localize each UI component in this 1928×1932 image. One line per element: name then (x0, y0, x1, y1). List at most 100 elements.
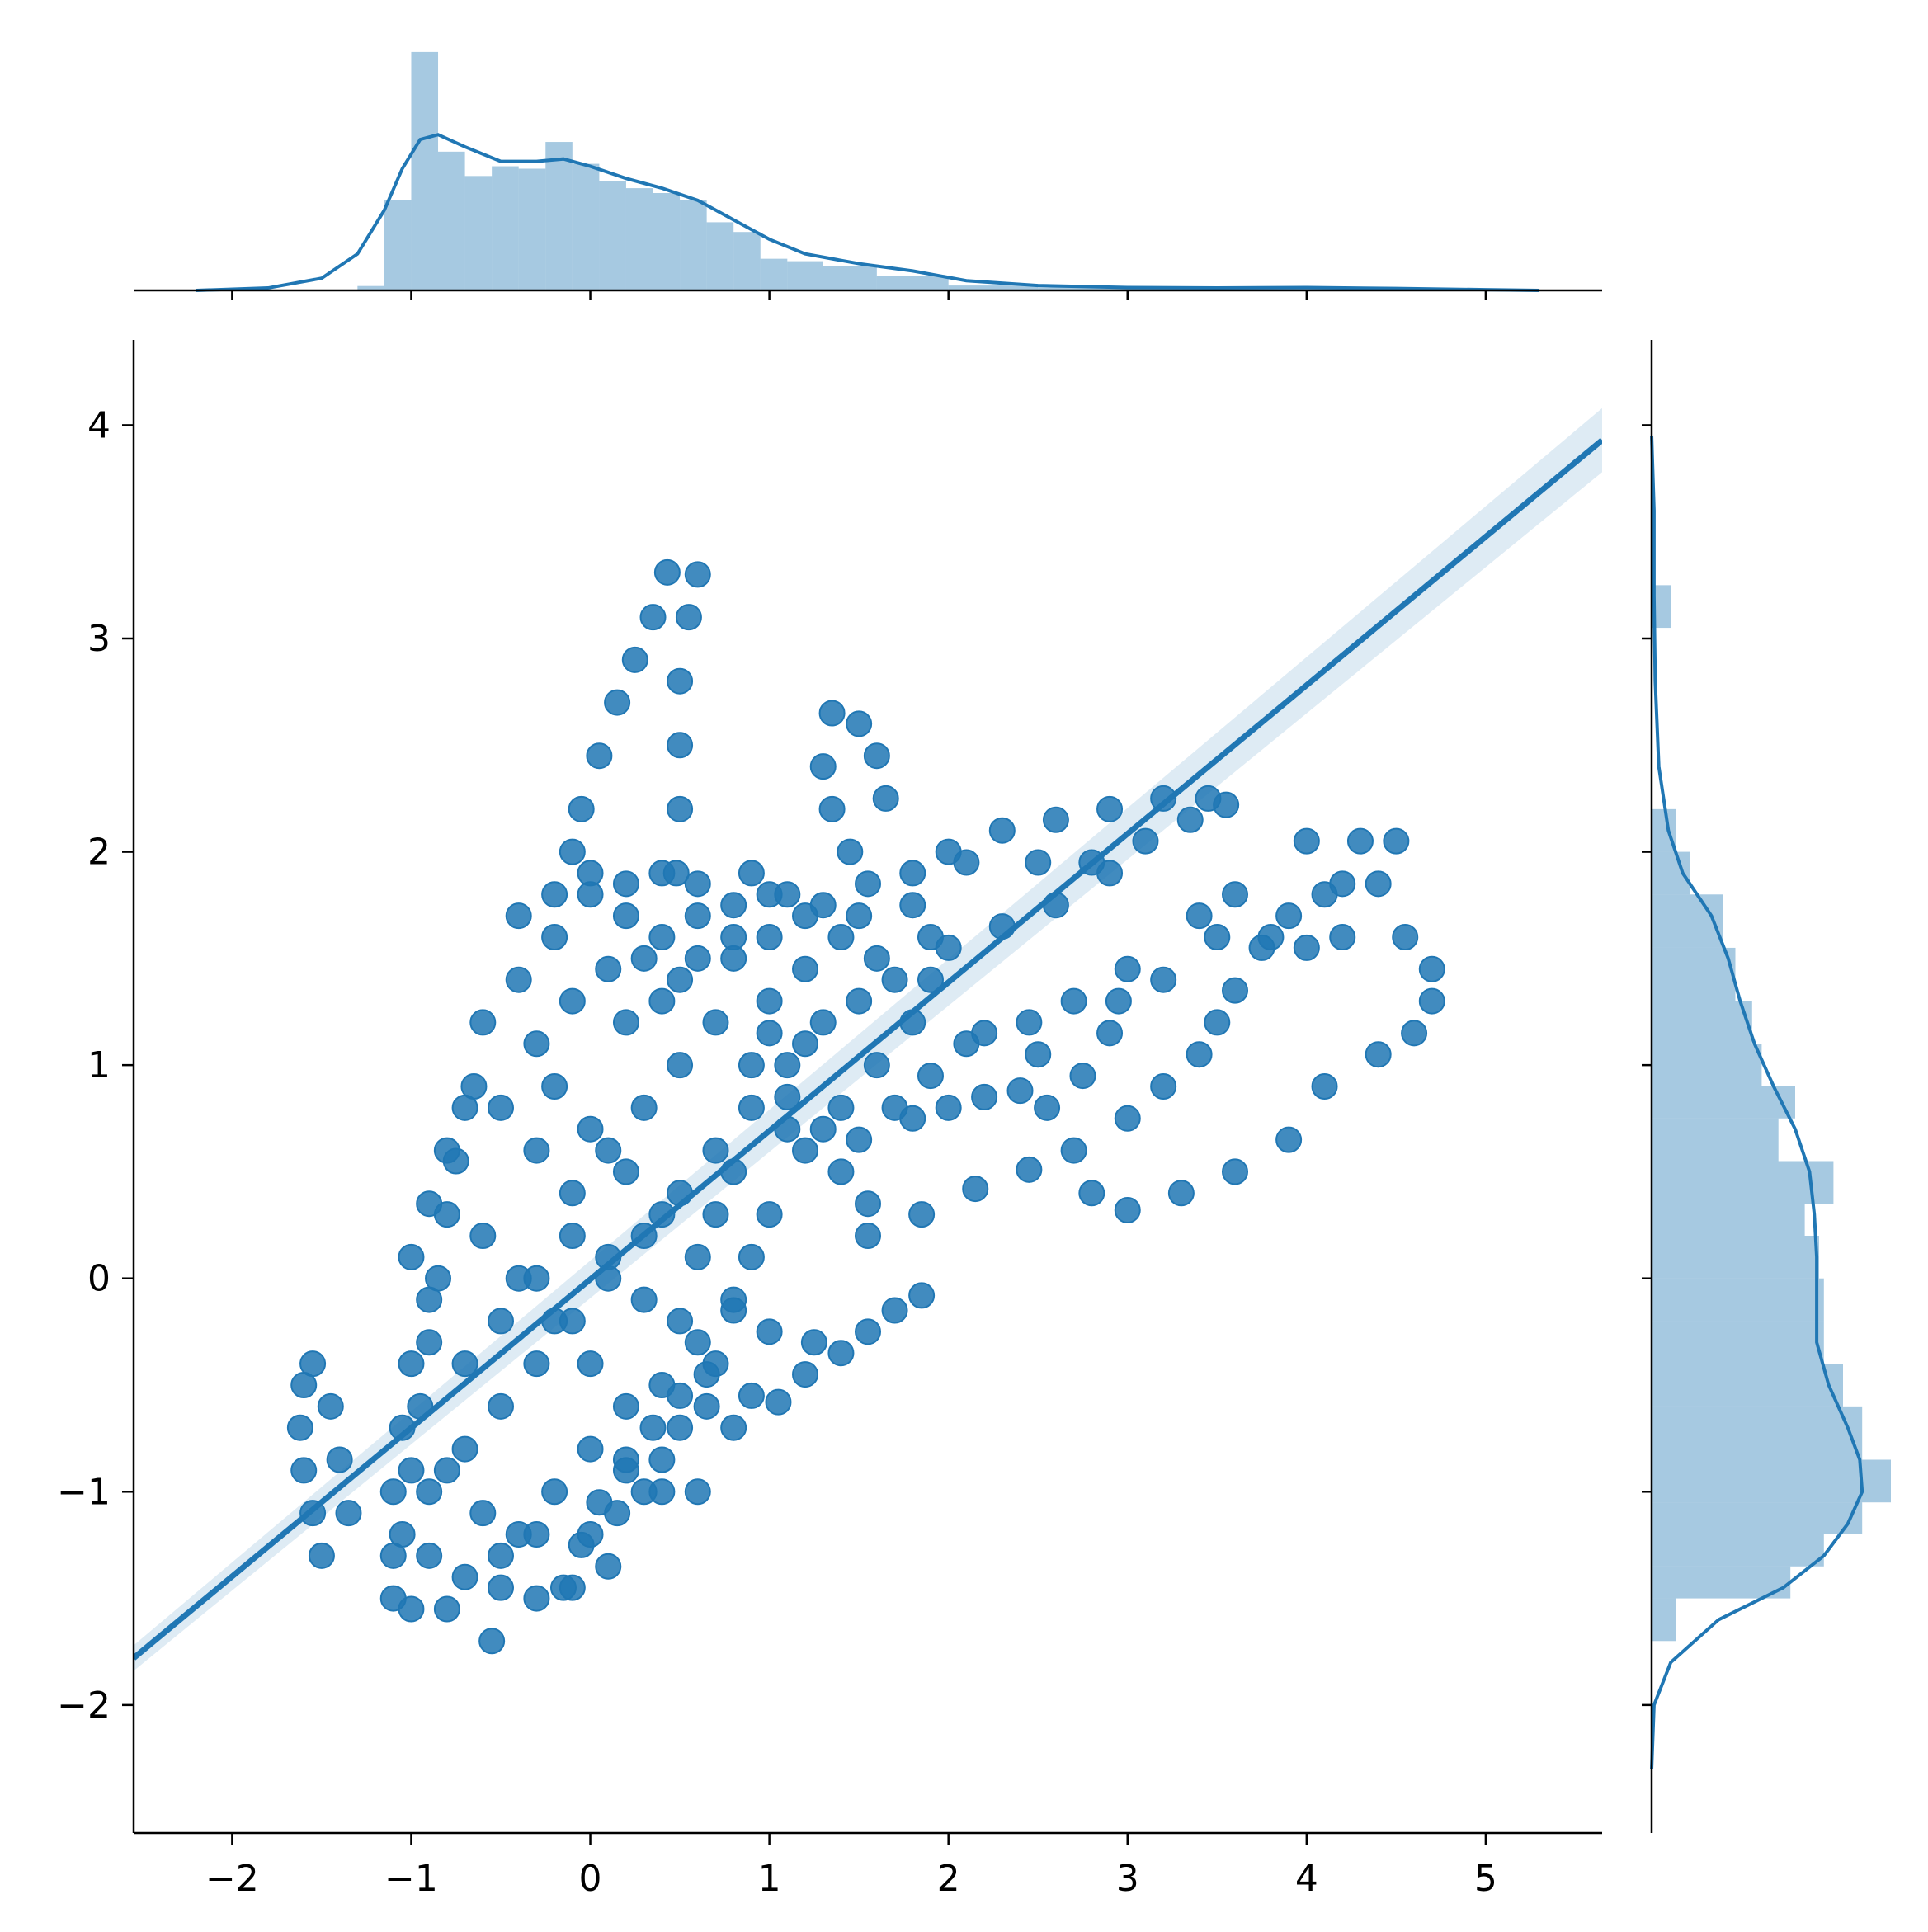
x-marginal-panel (134, 51, 1602, 300)
x-histogram-bar (518, 168, 546, 290)
x-marginal-bars (357, 51, 1450, 291)
scatter-point (612, 1392, 639, 1420)
scatter-point (648, 860, 676, 887)
scatter-point (684, 1243, 711, 1270)
scatter-point (1222, 881, 1248, 908)
scatter-point (1346, 827, 1374, 855)
y-histogram-bar (1652, 894, 1723, 948)
scatter-point (1150, 966, 1177, 993)
scatter-point (809, 1115, 837, 1143)
y-histogram-bar (1652, 1278, 1824, 1322)
scatter-point (702, 1137, 729, 1164)
scatter-point (1132, 827, 1159, 855)
scatter-point (756, 1201, 783, 1228)
scatter-point (953, 1030, 980, 1058)
scatter-point (299, 1350, 327, 1378)
scatter-point (1114, 1196, 1141, 1223)
x-tick-label: 1 (758, 1858, 781, 1900)
scatter-point (855, 1190, 881, 1218)
scatter-point (765, 1388, 792, 1416)
scatter-point (1167, 1180, 1195, 1207)
scatter-point (612, 870, 639, 898)
scatter-point (863, 1052, 890, 1079)
scatter-point (586, 742, 613, 770)
y-histogram-bar (1652, 947, 1736, 1001)
scatter-point (756, 1020, 783, 1047)
x-histogram-bar (948, 285, 1039, 290)
scatter-point (881, 1094, 908, 1121)
scatter-point (469, 1009, 497, 1036)
y-histogram-bar (1652, 1161, 1834, 1204)
scatter-point (827, 1340, 855, 1367)
scatter-point (308, 1542, 335, 1569)
scatter-point (451, 1350, 478, 1378)
joint-panel: −2 −1 0 1 2 3 4 5 −2 −1 0 1 2 3 4 (57, 340, 1602, 1900)
scatter-point (523, 1521, 550, 1548)
scatter-point (827, 924, 855, 950)
scatter-point (398, 1595, 425, 1623)
x-histogram-bar (492, 166, 519, 290)
scatter-point (720, 892, 747, 919)
x-histogram-bar (706, 222, 734, 290)
scatter-point (792, 955, 819, 982)
scatter-point (1150, 1073, 1177, 1100)
x-histogram-bar (876, 276, 949, 290)
scatter-point (863, 945, 890, 972)
scatter-point (398, 1457, 425, 1484)
scatter-point (738, 860, 765, 887)
scatter-point (595, 1137, 622, 1164)
scatter-point (846, 1126, 873, 1153)
scatter-point (684, 1478, 711, 1506)
scatter-point (881, 1297, 908, 1324)
y-histogram-bar (1652, 1044, 1762, 1086)
y-histogram-bar (1652, 1086, 1795, 1119)
y-histogram-bar (1652, 1566, 1791, 1599)
x-marginal-ticks (231, 290, 1487, 300)
scatter-point (809, 892, 837, 919)
x-histogram-bar (438, 151, 465, 290)
scatter-point (433, 1595, 460, 1623)
scatter-point (792, 1137, 819, 1164)
y-histogram-bar (1652, 1502, 1863, 1534)
scatter-point (988, 817, 1016, 844)
scatter-point (702, 1350, 729, 1378)
scatter-point (488, 1542, 514, 1569)
scatter-point (774, 881, 801, 908)
scatter-point (1016, 1009, 1043, 1036)
scatter-point (290, 1457, 318, 1484)
scatter-point (855, 870, 881, 898)
scatter-point (653, 558, 681, 586)
scatter-point (416, 1329, 443, 1356)
scatter-point (416, 1286, 443, 1313)
scatter-point (379, 1542, 407, 1569)
scatter-point (595, 955, 622, 982)
x-tick-label: 0 (579, 1858, 602, 1900)
scatter-point (809, 753, 837, 780)
y-tick-label: 3 (87, 618, 111, 660)
scatter-point (1096, 860, 1124, 887)
scatter-point (738, 1243, 765, 1270)
scatter-point (523, 1585, 550, 1612)
scatter-point (523, 1350, 550, 1378)
x-histogram-bar (760, 258, 788, 290)
scatter-point (1204, 924, 1231, 950)
scatter-point (577, 1115, 604, 1143)
scatter-point (451, 1563, 478, 1590)
scatter-point (648, 924, 676, 950)
scatter-point (1329, 924, 1356, 950)
scatter-point (1114, 1105, 1141, 1132)
scatter-point (1025, 849, 1052, 876)
scatter-point (693, 1392, 720, 1420)
scatter-point (1222, 977, 1248, 1004)
scatter-point (756, 1318, 783, 1345)
scatter-point (379, 1478, 407, 1506)
scatter-point (639, 1414, 667, 1441)
scatter-point (1418, 987, 1445, 1015)
scatter-point (1383, 827, 1410, 855)
scatter-point (738, 1094, 765, 1121)
scatter-point (433, 1457, 460, 1484)
scatter-point (559, 987, 586, 1015)
x-histogram-bar (823, 266, 877, 290)
y-marginal-panel (1642, 340, 1891, 1833)
scatter-point (1034, 1094, 1061, 1121)
